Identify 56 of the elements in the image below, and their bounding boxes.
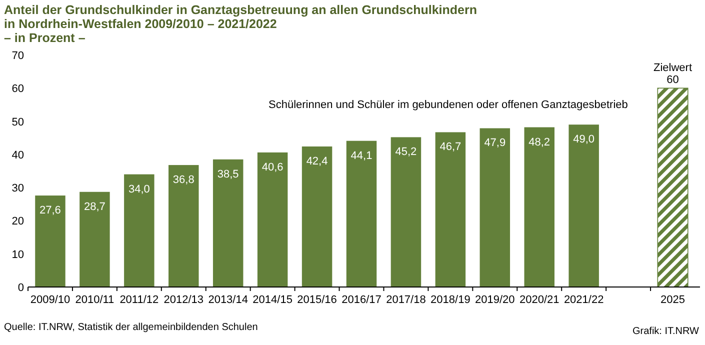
x-tick-label: 2009/10 [30, 294, 70, 306]
y-tick-label: 30 [12, 182, 24, 195]
data-label: 45,2 [395, 146, 417, 158]
x-tick-label: 2020/21 [519, 294, 560, 306]
x-tick-label: 2010/11 [75, 294, 114, 306]
y-tick-label: 60 [12, 83, 24, 96]
y-tick-label: 20 [12, 216, 24, 228]
y-tick-label: 40 [12, 149, 24, 162]
y-tick-label: 10 [12, 248, 24, 261]
x-tick-label: 2013/14 [208, 294, 248, 306]
data-label: 28,7 [84, 200, 106, 213]
bar [480, 128, 510, 287]
x-tick-label: 2016/17 [342, 294, 382, 306]
text: Grafik: IT.NRW [632, 326, 700, 337]
bar [346, 140, 377, 287]
data-label: 40,6 [262, 161, 284, 174]
x-tick-label: 2014/15 [252, 294, 292, 306]
bar [124, 174, 154, 287]
bar [257, 152, 288, 287]
bar [80, 192, 110, 287]
chart-subtitle: – in Prozent – [4, 31, 86, 45]
x-tick-label: 2011/12 [120, 294, 159, 306]
data-label: 48,2 [528, 136, 550, 148]
bar [524, 127, 554, 287]
data-label: 34,0 [128, 183, 150, 196]
y-tick-label: 50 [12, 116, 24, 128]
bar [212, 159, 244, 287]
x-tick-label: 2018/19 [430, 294, 470, 306]
x-tick-label: 2017/18 [386, 294, 426, 306]
data-label: 44,1 [350, 150, 372, 162]
bar [568, 124, 599, 287]
data-label: 27,6 [40, 204, 61, 217]
data-label: 60 [666, 74, 679, 86]
data-label: 42,4 [306, 155, 328, 168]
x-tick-label: 2012/13 [164, 294, 204, 306]
data-label: 49,0 [573, 134, 595, 146]
x-tick-label: 2025 [660, 294, 686, 306]
y-tick-label: 70 [12, 50, 24, 62]
bar [302, 146, 332, 287]
series-label: Zielwert [654, 62, 692, 74]
bar [168, 165, 199, 287]
data-label: 38,5 [217, 168, 239, 180]
bar [657, 88, 688, 288]
chart-title: Anteil der Grundschulkinder in Ganztagsbetreuung an allen Grundschulkindern in Nordrhein-Westfalen 2009/2010 – 2021/2022 [4, 3, 477, 31]
annotation: Schülerinnen und Schüler im gebundenen oder offenen Ganztagesbetrieb [268, 99, 628, 111]
data-label: 47,9 [484, 137, 506, 150]
data-label: 46,7 [440, 141, 462, 154]
y-tick-label: 0 [18, 282, 24, 294]
x-tick-label: 2015/16 [297, 294, 337, 306]
data-label: 36,8 [172, 174, 194, 186]
source-note: Quelle: IT.NRW, Statistik der allgemeinbildenden Schulen [4, 322, 258, 333]
bar [35, 196, 66, 287]
x-tick-label: 2019/20 [475, 294, 515, 306]
bar [435, 132, 466, 287]
x-tick-label: 2021/22 [564, 294, 604, 306]
bar [390, 137, 422, 287]
